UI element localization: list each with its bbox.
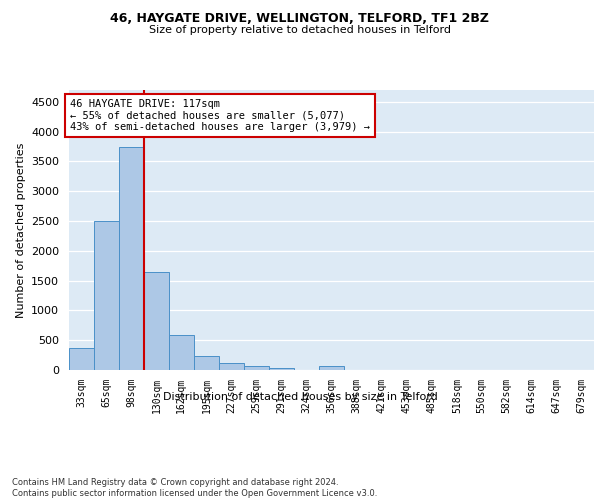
Text: Distribution of detached houses by size in Telford: Distribution of detached houses by size … xyxy=(163,392,437,402)
Y-axis label: Number of detached properties: Number of detached properties xyxy=(16,142,26,318)
Bar xyxy=(144,272,169,370)
Bar xyxy=(69,348,94,370)
Bar xyxy=(319,366,344,370)
Bar xyxy=(269,368,293,370)
Text: 46 HAYGATE DRIVE: 117sqm
← 55% of detached houses are smaller (5,077)
43% of sem: 46 HAYGATE DRIVE: 117sqm ← 55% of detach… xyxy=(70,99,370,132)
Bar xyxy=(169,335,194,370)
Text: Size of property relative to detached houses in Telford: Size of property relative to detached ho… xyxy=(149,25,451,35)
Text: Contains HM Land Registry data © Crown copyright and database right 2024.
Contai: Contains HM Land Registry data © Crown c… xyxy=(12,478,377,498)
Bar xyxy=(194,356,219,370)
Bar xyxy=(244,366,269,370)
Bar xyxy=(94,221,119,370)
Bar xyxy=(119,146,144,370)
Text: 46, HAYGATE DRIVE, WELLINGTON, TELFORD, TF1 2BZ: 46, HAYGATE DRIVE, WELLINGTON, TELFORD, … xyxy=(110,12,490,26)
Bar xyxy=(219,364,244,370)
